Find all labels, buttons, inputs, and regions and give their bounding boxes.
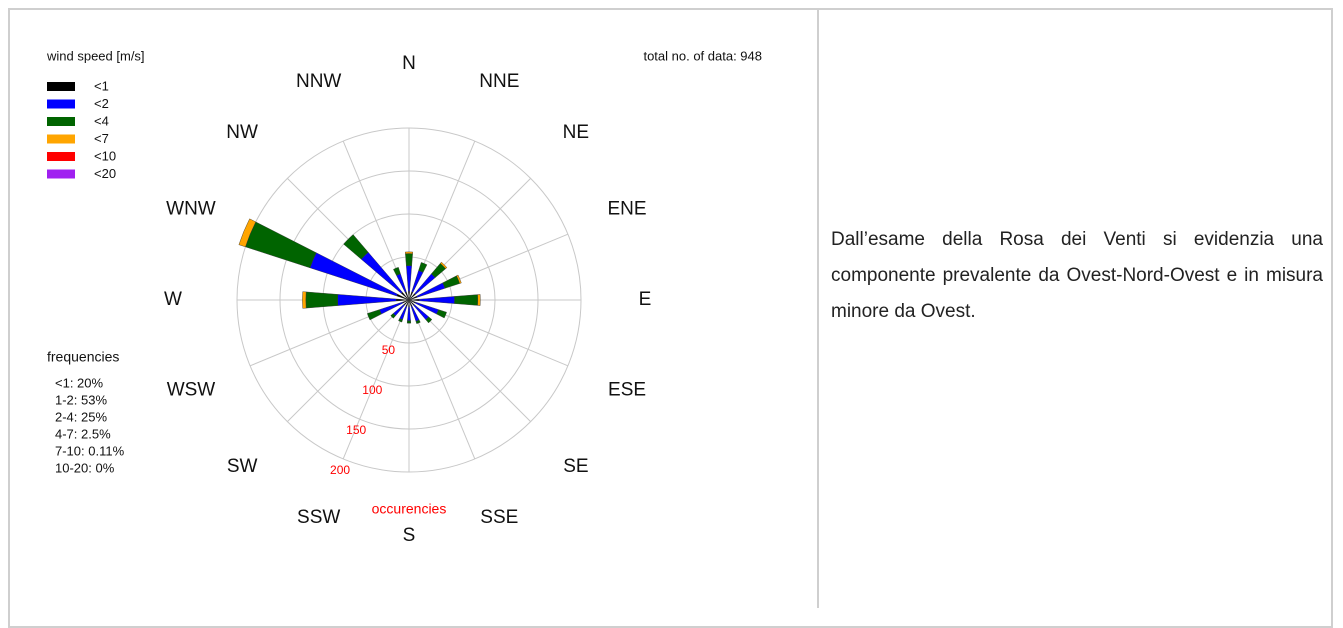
wedge-segment	[405, 254, 412, 266]
frequency-item: 1-2: 53%	[55, 392, 107, 407]
wedge-segment	[405, 252, 413, 254]
direction-label: SW	[227, 456, 258, 477]
wedge-segment	[302, 292, 306, 309]
total-label: total no. of data: 948	[643, 48, 762, 63]
wedge-segment	[437, 310, 447, 318]
r-tick-label: 100	[362, 383, 382, 397]
frequencies-title: frequencies	[47, 349, 119, 365]
direction-label: N	[402, 53, 416, 74]
wedge-segment	[419, 296, 454, 303]
wedge-segment	[406, 266, 411, 292]
direction-label: NW	[226, 122, 258, 143]
legend-label: <7	[94, 131, 109, 146]
wedge-segment	[306, 292, 338, 308]
legend-swatch	[47, 170, 75, 179]
wedge-segment	[478, 294, 481, 305]
direction-label: S	[403, 525, 416, 546]
wedge-segment	[367, 310, 381, 320]
wedge-segment	[338, 294, 397, 305]
wedge-segment	[393, 267, 400, 275]
legend-swatch	[47, 100, 75, 109]
legend-swatch	[47, 82, 75, 91]
direction-label: NE	[563, 122, 589, 143]
direction-label: NNW	[296, 71, 341, 92]
frequency-item: <1: 20%	[55, 375, 104, 390]
frequency-item: 4-7: 2.5%	[55, 426, 111, 441]
page: {"chart_data": {"type": "windrose", "cat…	[0, 0, 1343, 608]
direction-label: W	[164, 289, 182, 310]
grid-spoke	[287, 300, 409, 422]
legend-label: <20	[94, 166, 116, 181]
direction-label: SSW	[297, 507, 340, 528]
r-tick-label: 200	[330, 463, 350, 477]
grid-spoke	[409, 300, 475, 459]
chart: wind speed [m/s] total no. of data: 948 …	[0, 0, 818, 600]
note-text: Dall’esame della Rosa dei Venti si evide…	[831, 222, 1323, 330]
legend-swatch	[47, 117, 75, 126]
direction-label: WSW	[167, 379, 216, 400]
r-tick-label: 150	[346, 423, 366, 437]
direction-label: NNE	[479, 71, 519, 92]
wedge-segment	[407, 321, 411, 324]
direction-label: SSE	[480, 507, 518, 528]
legend-label: <1	[94, 78, 109, 93]
frequency-item: 10-20: 0%	[55, 460, 115, 475]
legend-swatch	[47, 135, 75, 144]
legend-title: wind speed [m/s]	[46, 48, 145, 63]
raxis-label: occurencies	[372, 501, 447, 517]
legend-label: <2	[94, 96, 109, 111]
r-tick-label: 50	[382, 343, 396, 357]
wedge-segment	[245, 222, 316, 268]
legend-swatch	[47, 152, 75, 161]
wedge-segment	[407, 307, 410, 321]
direction-label: ENE	[607, 199, 646, 220]
direction-label: ESE	[608, 379, 646, 400]
wedge-segment	[419, 262, 427, 272]
frequency-item: 2-4: 25%	[55, 409, 107, 424]
direction-label: E	[639, 289, 652, 310]
direction-label: SE	[563, 456, 588, 477]
frequency-item: 7-10: 0.11%	[55, 443, 125, 458]
legend-label: <10	[94, 148, 116, 163]
legend-label: <4	[94, 113, 109, 128]
direction-label: WNW	[166, 199, 216, 220]
wedge-segment	[454, 295, 477, 306]
